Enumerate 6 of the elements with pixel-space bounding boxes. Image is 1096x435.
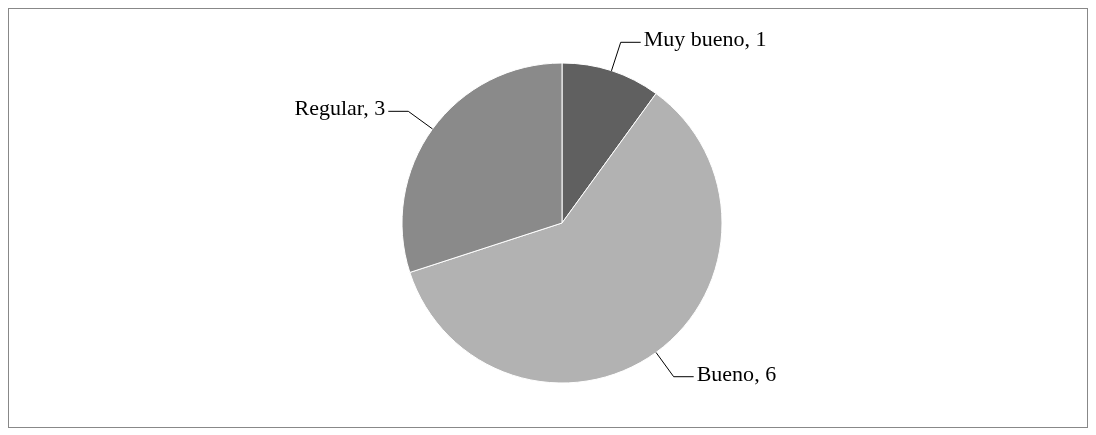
- slice-label: Regular: [294, 95, 365, 121]
- slice-label: Bueno: [696, 360, 755, 386]
- data-label: , 6: [754, 360, 777, 386]
- data-label: , 3: [363, 95, 386, 121]
- slice-label: Muy bueno: [643, 26, 745, 52]
- data-label: , 1: [744, 26, 767, 52]
